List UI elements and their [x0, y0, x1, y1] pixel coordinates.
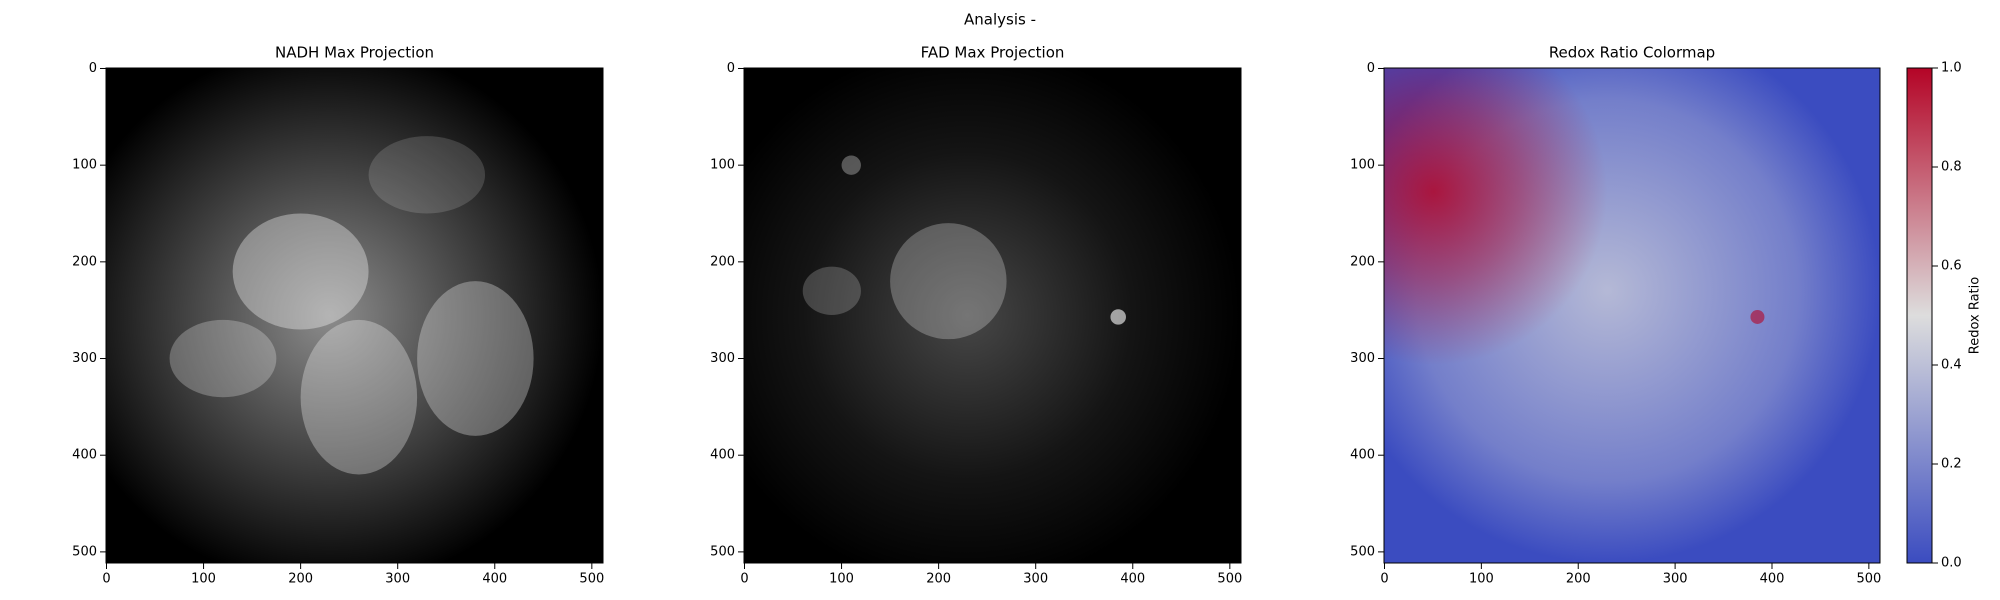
- image-glow: [106, 68, 603, 563]
- colorbar: [1906, 67, 1933, 564]
- y-tick-label: 100: [1350, 158, 1375, 173]
- x-tick-label: 100: [829, 572, 854, 587]
- y-tick-label: 500: [710, 544, 735, 559]
- axes-title: NADH Max Projection: [275, 44, 434, 62]
- y-tick-label: 300: [72, 351, 97, 366]
- y-tick-label: 100: [710, 158, 735, 173]
- image-feature: [232, 213, 369, 330]
- figure-title: Analysis -: [964, 11, 1036, 29]
- axes-frame: [105, 67, 604, 564]
- y-tick-label: 400: [710, 448, 735, 463]
- x-tick-label: 300: [385, 572, 410, 587]
- x-tick-label: 400: [482, 572, 507, 587]
- y-tick-label: 100: [72, 158, 97, 173]
- image-feature: [300, 319, 418, 475]
- x-tick-label: 0: [102, 572, 110, 587]
- x-tick-label: 400: [1760, 572, 1785, 587]
- colorbar-tick-label: 0.2: [1941, 457, 1962, 472]
- image-feature: [368, 136, 486, 214]
- x-tick-label: 200: [1566, 572, 1591, 587]
- x-tick-label: 500: [1217, 572, 1242, 587]
- y-tick-label: 300: [1350, 351, 1375, 366]
- axes-frame: [743, 67, 1242, 564]
- x-tick-label: 200: [926, 572, 951, 587]
- x-tick-label: 200: [288, 572, 313, 587]
- image-glow: [744, 68, 1241, 563]
- colorbar-tick-label: 1.0: [1941, 61, 1962, 76]
- x-tick-label: 500: [1856, 572, 1881, 587]
- colorbar-tick-label: 0.4: [1941, 358, 1962, 373]
- x-tick-label: 100: [1469, 572, 1494, 587]
- y-tick-label: 0: [727, 61, 735, 76]
- x-tick-label: 0: [1380, 572, 1388, 587]
- y-tick-label: 200: [72, 254, 97, 269]
- image-feature: [890, 223, 1007, 340]
- colorbar-tick-label: 0.8: [1941, 160, 1962, 175]
- y-tick-label: 200: [1350, 254, 1375, 269]
- image-feature: [841, 155, 861, 175]
- axes-title: FAD Max Projection: [921, 44, 1065, 62]
- x-tick-label: 100: [191, 572, 216, 587]
- y-tick-label: 200: [710, 254, 735, 269]
- colorbar-tick-label: 0.0: [1941, 556, 1962, 571]
- x-tick-label: 500: [579, 572, 604, 587]
- y-tick-label: 0: [89, 61, 97, 76]
- x-tick-label: 0: [740, 572, 748, 587]
- image-feature: [1750, 309, 1765, 324]
- y-tick-label: 400: [1350, 448, 1375, 463]
- x-tick-label: 300: [1663, 572, 1688, 587]
- colorbar-label: Redox Ratio: [1968, 277, 1983, 355]
- y-tick-label: 300: [710, 351, 735, 366]
- image-feature: [169, 319, 277, 398]
- image-feature: [802, 266, 861, 316]
- image-hot: [1384, 68, 1880, 563]
- y-tick-label: 400: [72, 448, 97, 463]
- image-feature: [1110, 309, 1126, 325]
- axes-frame: [1383, 67, 1881, 564]
- y-tick-label: 0: [1367, 61, 1375, 76]
- image-feature: [417, 281, 534, 436]
- y-tick-label: 500: [72, 544, 97, 559]
- x-tick-label: 400: [1120, 572, 1145, 587]
- axes-title: Redox Ratio Colormap: [1549, 44, 1715, 62]
- y-tick-label: 500: [1350, 544, 1375, 559]
- x-tick-label: 300: [1023, 572, 1048, 587]
- colorbar-tick-label: 0.6: [1941, 259, 1962, 274]
